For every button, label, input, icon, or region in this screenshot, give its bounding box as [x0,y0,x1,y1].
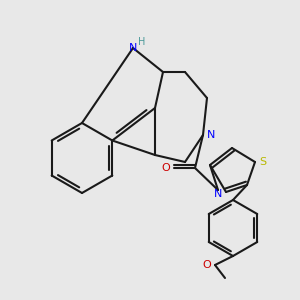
Text: O: O [202,260,211,270]
Text: N: N [214,189,222,199]
Text: S: S [260,157,267,167]
Text: N: N [129,43,137,53]
Text: N: N [207,130,215,140]
Text: O: O [162,163,170,173]
Text: H: H [138,37,146,47]
